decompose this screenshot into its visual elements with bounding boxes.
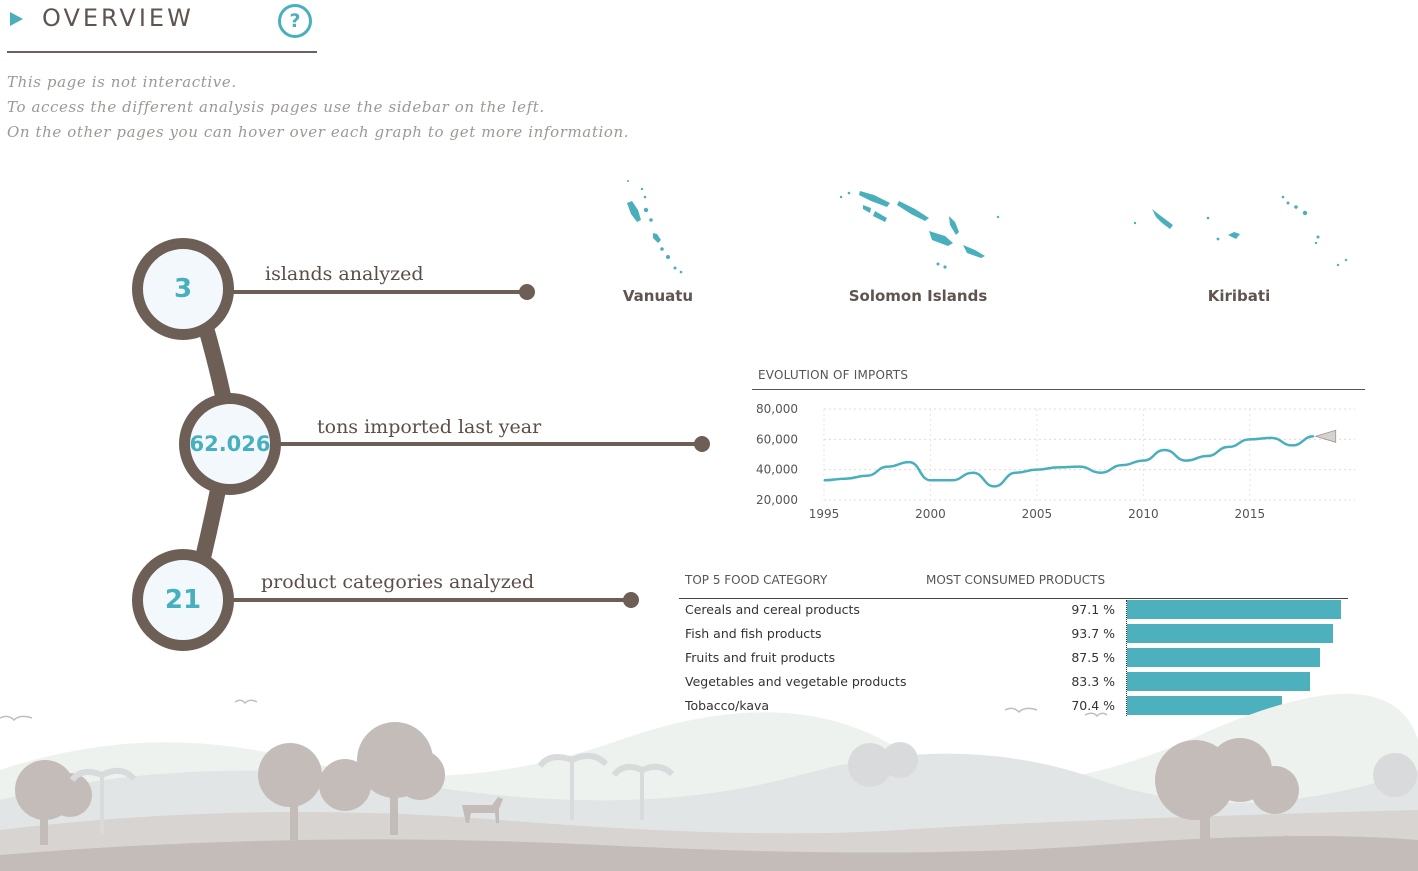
kpi-categories-value: 21 bbox=[132, 549, 234, 651]
kpi-tons-label: tons imported last year bbox=[317, 416, 542, 438]
food-category-label: Cereals and cereal products bbox=[685, 602, 860, 617]
bar-baseline bbox=[1126, 600, 1128, 716]
imports-data-point[interactable] bbox=[908, 461, 910, 463]
imports-data-point[interactable] bbox=[929, 479, 932, 481]
food-category-bar[interactable] bbox=[1127, 624, 1334, 643]
imports-data-point[interactable] bbox=[1057, 466, 1059, 468]
solomon-islands-map-icon bbox=[839, 191, 1000, 269]
x-tick-label: 2015 bbox=[1235, 507, 1266, 521]
food-category-bar-table: Cereals and cereal products 97.1 % Fish an… bbox=[679, 600, 1359, 720]
y-tick-label: 80,000 bbox=[756, 402, 798, 416]
food-category-percent: 97.1 % bbox=[1071, 602, 1115, 617]
imports-data-point[interactable] bbox=[844, 478, 846, 480]
imports-data-point[interactable] bbox=[1100, 472, 1102, 474]
intro-line-3: On the other pages you can hover over ea… bbox=[7, 123, 630, 141]
intro-line-1: This page is not interactive. bbox=[7, 73, 237, 91]
imports-data-point[interactable] bbox=[1313, 435, 1315, 437]
y-tick-label: 40,000 bbox=[756, 463, 798, 477]
kpi-islands-value: 3 bbox=[132, 238, 234, 340]
kpi-categories-line bbox=[225, 598, 630, 602]
imports-chart-title: EVOLUTION OF IMPORTS bbox=[758, 368, 909, 382]
food-category-bar[interactable] bbox=[1127, 648, 1320, 667]
food-category-percent: 70.4 % bbox=[1071, 698, 1115, 713]
header-divider bbox=[7, 51, 317, 53]
imports-data-point[interactable] bbox=[972, 472, 974, 474]
kpi-tons-value: 62.026 bbox=[179, 393, 281, 495]
island-label-kiribati: Kiribati bbox=[1207, 287, 1271, 305]
food-category-percent: 83.3 % bbox=[1071, 674, 1115, 689]
imports-data-point[interactable] bbox=[1164, 449, 1166, 451]
food-category-percent: 93.7 % bbox=[1071, 626, 1115, 641]
kpi-tons-line bbox=[272, 442, 702, 446]
kpi-tons-dot bbox=[694, 436, 710, 452]
food-category-bar[interactable] bbox=[1127, 600, 1341, 619]
vanuatu-map-icon bbox=[627, 180, 683, 274]
food-category-label: Fish and fish products bbox=[685, 626, 822, 641]
page-title: OVERVIEW bbox=[42, 4, 194, 32]
imports-data-point[interactable] bbox=[1270, 437, 1272, 439]
food-category-label: Fruits and fruit products bbox=[685, 650, 836, 665]
food-table-header-category: TOP 5 FOOD CATEGORY bbox=[685, 573, 828, 587]
imports-data-point[interactable] bbox=[1206, 455, 1208, 457]
imports-data-point[interactable] bbox=[951, 479, 953, 481]
play-triangle-icon[interactable] bbox=[10, 12, 23, 26]
kpi-islands-dot bbox=[519, 284, 535, 300]
imports-data-point[interactable] bbox=[1291, 444, 1294, 446]
imports-data-point[interactable] bbox=[1185, 459, 1187, 462]
food-category-bar[interactable] bbox=[1127, 672, 1311, 691]
imports-data-point[interactable] bbox=[1015, 472, 1017, 474]
imports-data-point[interactable] bbox=[1078, 466, 1081, 468]
help-button[interactable]: ? bbox=[278, 4, 312, 38]
imports-line-chart[interactable]: 80,000 60,000 40,000 20,000 1995 2000 2005 2010… bbox=[750, 398, 1365, 528]
kpi-categories-dot bbox=[623, 592, 639, 608]
x-tick-label: 1995 bbox=[809, 507, 840, 521]
food-category-label: Tobacco/kava bbox=[685, 698, 770, 713]
x-tick-label: 2010 bbox=[1128, 507, 1159, 521]
x-tick-label: 2005 bbox=[1022, 507, 1053, 521]
imports-data-point[interactable] bbox=[823, 479, 825, 481]
food-category-bar[interactable] bbox=[1127, 696, 1282, 715]
page-header: OVERVIEW ? bbox=[0, 0, 330, 60]
imports-data-point[interactable] bbox=[1249, 438, 1251, 440]
food-table-rule bbox=[679, 598, 1348, 599]
food-category-percent: 87.5 % bbox=[1071, 650, 1115, 665]
imports-data-point[interactable] bbox=[1142, 459, 1144, 462]
food-table-header-products: MOST CONSUMED PRODUCTS bbox=[926, 573, 1106, 587]
food-category-label: Vegetables and vegetable products bbox=[685, 674, 907, 689]
imports-series-line[interactable] bbox=[823, 435, 1314, 488]
imports-data-point[interactable] bbox=[887, 466, 889, 468]
y-tick-label: 60,000 bbox=[756, 432, 798, 446]
imports-data-point[interactable] bbox=[993, 485, 995, 487]
island-label-vanuatu: Vanuatu bbox=[622, 287, 694, 305]
x-tick-label: 2000 bbox=[915, 507, 946, 521]
kiribati-map-icon bbox=[1133, 195, 1348, 267]
y-tick-label: 20,000 bbox=[756, 493, 798, 507]
intro-line-2: To access the different analysis pages u… bbox=[7, 98, 545, 116]
forecast-marker-icon bbox=[1314, 429, 1337, 443]
imports-data-point[interactable] bbox=[1227, 446, 1230, 448]
imports-data-point[interactable] bbox=[1121, 464, 1123, 466]
imports-data-point[interactable] bbox=[865, 475, 868, 477]
island-label-solomon: Solomon Islands bbox=[848, 287, 988, 305]
kpi-islands-line bbox=[225, 290, 525, 294]
kpi-categories-label: product categories analyzed bbox=[261, 571, 535, 593]
landscape-illustration bbox=[0, 693, 1418, 871]
kpi-islands-label: islands analyzed bbox=[265, 263, 424, 285]
imports-chart-title-rule bbox=[752, 389, 1365, 390]
imports-data-point[interactable] bbox=[1036, 469, 1038, 471]
